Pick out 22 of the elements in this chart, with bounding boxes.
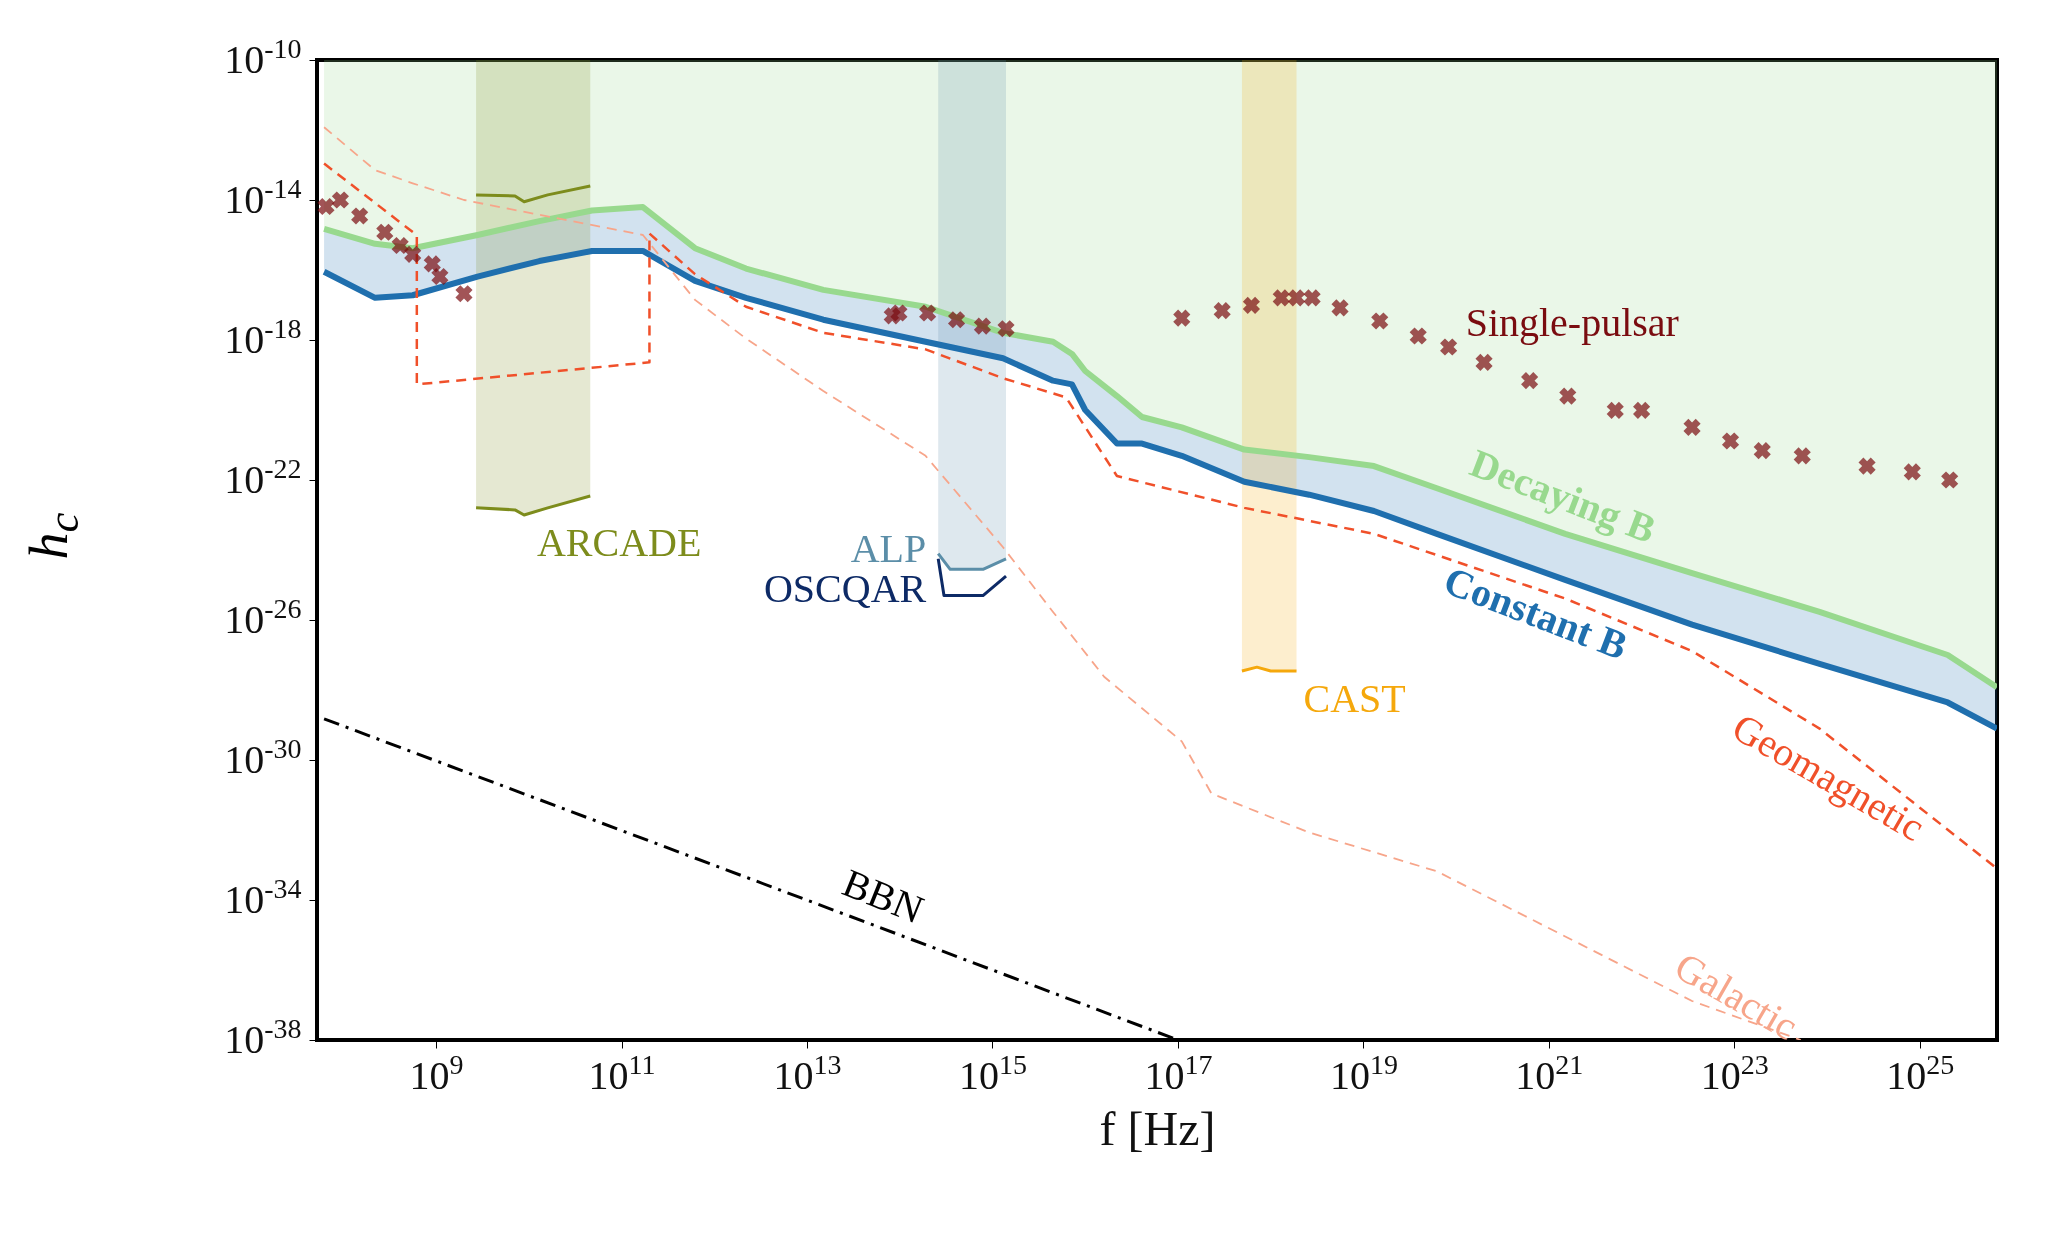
y-tick-label: 10$^{-18}$ [224, 312, 302, 362]
x-tick-label: 10$^{17}$ [1144, 1048, 1213, 1098]
y-tick-label: 10$^{-38}$ [224, 1012, 302, 1062]
series-label: ARCADE [536, 520, 702, 565]
series-label: Single-pulsar [1465, 300, 1679, 346]
text: BBN [836, 859, 930, 933]
y-tick-label: 10$^{-34}$ [224, 872, 302, 922]
y-tick-label: 10$^{-14}$ [224, 172, 302, 222]
x-tick-label: 10$^{11}$ [588, 1048, 656, 1098]
x-tick-label: 10$^{23}$ [1700, 1048, 1769, 1098]
y-tick-label: 10$^{-22}$ [224, 452, 302, 502]
x-axis-title: f [Hz] [1099, 1101, 1216, 1155]
x-tick-label: 10$^{21}$ [1515, 1048, 1584, 1098]
x-tick-label: 10$^{9}$ [409, 1048, 464, 1098]
x-tick-label: 10$^{15}$ [958, 1048, 1027, 1098]
y-tick-label: 10$^{-10}$ [224, 32, 302, 82]
y-tick-label: 10$^{-26}$ [224, 592, 302, 642]
x-tick-label: 10$^{13}$ [773, 1048, 842, 1098]
x-tick-label: 10$^{19}$ [1329, 1048, 1398, 1098]
series-label: CAST [1303, 675, 1406, 721]
y-tick-label: 10$^{-30}$ [224, 732, 302, 782]
x-tick-label: 10$^{25}$ [1886, 1048, 1955, 1098]
